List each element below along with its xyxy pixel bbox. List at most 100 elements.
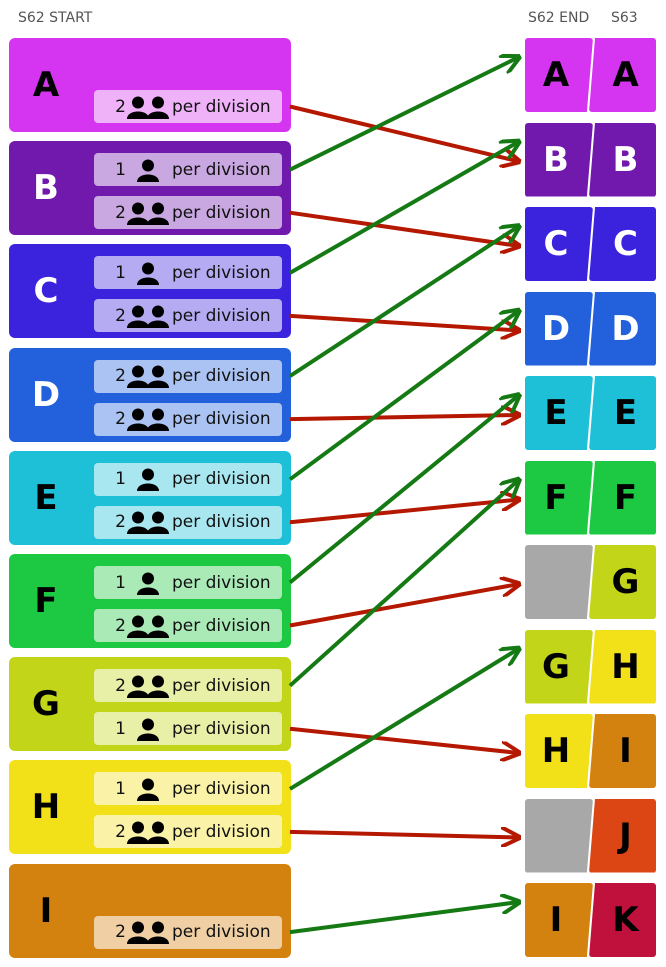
two-people-icon: [126, 200, 170, 226]
end-team-cell: [525, 798, 593, 873]
per-division-chip: 1 per division: [94, 462, 282, 496]
end-team-cell: A: [525, 38, 593, 112]
per-division-label: per division: [172, 469, 271, 490]
per-division-chip: 2 per division: [94, 196, 282, 230]
advance-arrow: [288, 480, 519, 688]
per-division-chip: 2 per division: [94, 402, 282, 436]
slot-count: 2: [115, 305, 126, 326]
next-team-cell: G: [589, 545, 656, 619]
per-division-label: per division: [172, 821, 271, 842]
end-team-cell: B: [525, 122, 593, 197]
per-division-label: per division: [172, 409, 271, 430]
next-team-letter: J: [619, 815, 632, 856]
next-team-cell: I: [589, 714, 656, 788]
team-letter: F: [34, 581, 58, 621]
team-letter: G: [32, 684, 60, 725]
per-division-label: per division: [172, 262, 271, 283]
next-team-letter: A: [612, 55, 639, 95]
slot-count: 2: [115, 366, 126, 387]
next-team-letter: G: [611, 562, 640, 602]
team-letter: E: [34, 477, 58, 518]
next-team-letter: E: [613, 393, 638, 433]
person-icon: [126, 776, 170, 802]
advance-arrow: [288, 395, 519, 585]
team-letter: D: [31, 374, 61, 415]
per-division-label: per division: [172, 366, 271, 387]
end-team-cell: D: [525, 291, 593, 366]
advance-arrow: [288, 649, 519, 791]
start-team-i: I 2 per division: [9, 863, 291, 958]
per-division-label: per division: [172, 512, 271, 533]
start-team-h: H 1 per division 2 per division: [9, 760, 291, 855]
next-season-header: S63: [611, 10, 638, 26]
drop-arrow: [289, 210, 519, 246]
per-division-chip: 2 per division: [94, 669, 282, 703]
end-team-letter: D: [541, 308, 571, 349]
person-icon: [126, 157, 170, 183]
per-division-label: per division: [172, 718, 271, 739]
end-team-cell: F: [525, 460, 593, 535]
team-letter: H: [31, 787, 61, 828]
next-team-cell: A: [589, 38, 656, 112]
next-team-cell: B: [589, 122, 656, 197]
end-column-header: S62 END: [528, 10, 590, 26]
team-letter: C: [33, 271, 59, 312]
drop-arrow: [289, 726, 519, 753]
slot-count: 1: [115, 262, 126, 283]
slot-count: 1: [115, 572, 126, 593]
end-team-cell: C: [525, 207, 593, 281]
drop-arrow: [289, 584, 519, 628]
per-division-label: per division: [172, 305, 271, 326]
two-people-icon: [126, 363, 170, 389]
two-people-icon: [126, 673, 170, 699]
next-team-cell: E: [589, 376, 656, 450]
drop-arrow: [289, 415, 519, 419]
drop-arrow: [289, 832, 519, 838]
per-division-chip: 2 per division: [94, 815, 282, 849]
per-division-label: per division: [172, 675, 271, 696]
advance-arrow: [288, 311, 519, 481]
advance-arrow: [289, 902, 519, 935]
per-division-chip: 2 per division: [94, 90, 282, 123]
slot-count: 2: [115, 202, 126, 223]
next-team-letter: D: [611, 308, 640, 349]
end-row: G: [525, 545, 656, 619]
end-team-cell: [525, 545, 593, 619]
person-icon: [126, 466, 170, 492]
per-division-label: per division: [172, 96, 271, 117]
advance-arrow: [288, 226, 519, 378]
per-division-label: per division: [172, 572, 271, 593]
slot-count: 1: [115, 778, 126, 799]
advance-arrow: [289, 142, 519, 275]
two-people-icon: [126, 94, 170, 120]
next-team-letter: F: [613, 477, 638, 518]
end-row: J: [525, 798, 656, 873]
next-team-letter: K: [612, 900, 639, 940]
slot-count: 1: [115, 469, 126, 490]
start-team-d: D 2 per division 2 per division: [9, 347, 291, 442]
next-team-letter: B: [612, 139, 639, 180]
two-people-icon: [126, 303, 170, 329]
end-team-letter: E: [544, 393, 568, 433]
per-division-chip: 2 per division: [94, 359, 282, 393]
start-team-e: E 1 per division 2 per division: [9, 450, 291, 545]
next-team-cell: D: [589, 291, 656, 366]
per-division-chip: 2 per division: [94, 505, 282, 539]
slot-count: 2: [115, 675, 126, 696]
start-team-g: G 2 per division 1 per division: [9, 657, 291, 752]
next-team-cell: F: [589, 460, 656, 535]
per-division-label: per division: [172, 615, 271, 636]
end-team-letter: G: [542, 646, 570, 687]
per-division-label: per division: [172, 922, 271, 943]
start-team-b: B 1 per division 2 per division: [9, 141, 291, 236]
two-people-icon: [126, 406, 170, 432]
next-team-cell: J: [589, 798, 656, 873]
per-division-label: per division: [172, 778, 271, 799]
drop-arrow: [289, 104, 519, 162]
end-team-cell: E: [525, 376, 593, 450]
